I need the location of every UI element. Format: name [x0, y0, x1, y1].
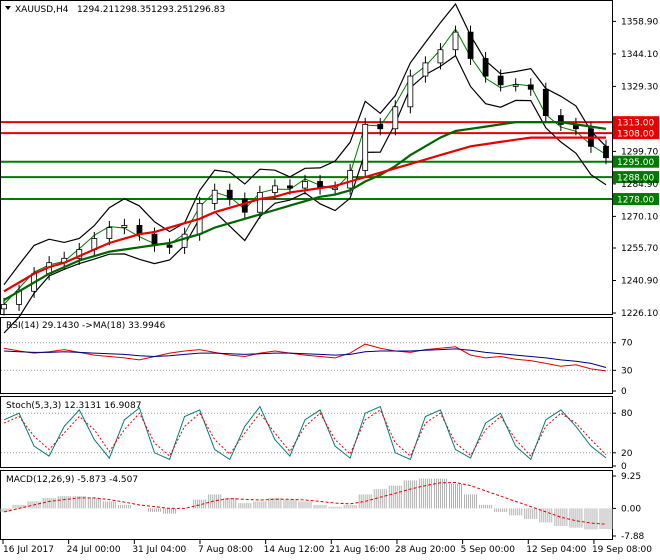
price-tick-label: 1255.70 [621, 244, 658, 254]
time-tick-label: 12 Sep 04:00 [526, 545, 586, 555]
stoch-main-line [3, 405, 607, 461]
level-tag-label: 1288.00 [617, 174, 654, 184]
macd-signal-line [3, 481, 607, 525]
candle-body [437, 49, 444, 64]
candle-body [467, 31, 474, 59]
ohlc-open: 1294.21 [77, 5, 114, 15]
rsi-line [3, 343, 607, 372]
candle-body [527, 84, 534, 90]
price-pane-frame [0, 0, 613, 315]
time-tick-label: 28 Aug 20:00 [395, 545, 456, 555]
time-axis: 16 Jul 2017 24 Jul 00:00 31 Jul 04:00 7 Aug… [2, 540, 652, 555]
red-ma-line [3, 136, 606, 293]
price-axis: 1358.90 1344.10 1329.30 1299.70 1284.90 1270.… [612, 17, 658, 319]
price-layer [1, 2, 609, 334]
price-tick-label: 1329.30 [621, 82, 658, 92]
candle-body [407, 75, 414, 108]
candle-body [256, 192, 263, 213]
candle-body [181, 233, 188, 248]
price-tick-label: 1358.90 [621, 17, 658, 27]
candle-body [332, 187, 339, 190]
level-tag-label: 1313.00 [617, 119, 654, 129]
time-tick-label: 24 Jul 00:00 [67, 545, 121, 555]
stoch-tick-label: 20 [621, 449, 633, 459]
candle-body [121, 224, 128, 228]
macd-tick-label: 9.25 [621, 472, 641, 482]
level-tag [613, 171, 659, 184]
price-tick-label: 1240.90 [621, 277, 658, 287]
candle-body [106, 227, 113, 239]
candle-body [226, 189, 233, 200]
level-tag [613, 127, 659, 140]
price-tick-label: 1226.10 [621, 309, 658, 319]
rsi-tick-label: 0 [621, 387, 627, 397]
time-tick-label: 31 Jul 04:00 [132, 545, 186, 555]
time-tick-label: 19 Sep 08:00 [592, 545, 652, 555]
candle-body [497, 75, 504, 86]
price-tick-label: 1270.10 [621, 212, 658, 222]
level-tag [613, 116, 659, 129]
level-tag [613, 193, 659, 206]
price-tick-label: 1299.70 [621, 147, 658, 157]
stoch-label: Stoch(5,3,3) 12.3131 16.9087 [6, 401, 141, 411]
candle-body [166, 244, 173, 248]
level-tag [613, 155, 659, 168]
candle-body [362, 123, 369, 171]
rsi-ma-line [3, 348, 607, 368]
rsi-label: RSI(14) 29.1430 ->MA(18) 33.9946 [6, 321, 166, 331]
candle-body [287, 185, 293, 189]
macd-pane-frame [0, 470, 613, 540]
macd-label: MACD(12,26,9) -5.873 -4.507 [6, 475, 138, 485]
macd-tick-label: -7.88 [621, 532, 645, 542]
ohlc-low: 1293.25 [151, 5, 188, 15]
candle-body [512, 84, 519, 87]
price-tick-label: 1344.10 [621, 50, 658, 60]
ohlc-close: 1296.83 [188, 5, 225, 15]
candle-body [452, 31, 459, 51]
upper-band-line [3, 2, 607, 286]
stoch-signal-line [3, 409, 607, 457]
rsi-tick-label: 30 [621, 366, 633, 376]
chart-title: XAUUSD,H4 [15, 5, 69, 15]
macd-layer: 9.25 0.00 -7.88 [0, 472, 645, 542]
candle-body [542, 88, 549, 116]
time-tick-label: 14 Aug 12:00 [264, 545, 325, 555]
stoch-layer: 80 20 0 [1, 405, 633, 472]
candle-body [422, 62, 429, 77]
candle-body [347, 170, 354, 189]
time-tick-label: 5 Sep 00:00 [461, 545, 516, 555]
time-tick-label: 7 Aug 08:00 [198, 545, 253, 555]
level-tag-label: 1308.00 [617, 130, 654, 140]
stoch-tick-label: 80 [621, 409, 633, 419]
middle-band-line [3, 28, 607, 305]
candle-body [557, 115, 564, 125]
stoch-tick-label: 0 [621, 462, 627, 472]
ohlc-high: 1298.35 [114, 5, 151, 15]
price-tick-label: 1284.90 [621, 180, 658, 190]
candle-body [1, 304, 7, 310]
candle-body [271, 185, 278, 193]
level-tag-label: 1278.00 [617, 196, 654, 206]
green-ma-line [3, 121, 607, 301]
candle-body [603, 145, 609, 159]
symbol-menu-icon[interactable] [5, 6, 11, 10]
macd-tick-label: 0.00 [621, 504, 641, 514]
candle-body [392, 106, 399, 130]
stoch-pane-frame [0, 396, 613, 468]
candle-body [377, 123, 384, 130]
rsi-tick-label: 70 [621, 339, 633, 349]
candle-body [302, 181, 308, 189]
rsi-pane-frame [0, 317, 613, 394]
candle-body [151, 233, 158, 246]
level-tag-label: 1295.00 [617, 158, 654, 168]
time-tick-label: 16 Jul 2017 [3, 545, 54, 555]
candle-body [482, 58, 489, 77]
candle-body [241, 198, 248, 213]
time-tick-label: 21 Aug 16:00 [329, 545, 390, 555]
candle-body [211, 189, 218, 204]
rsi-layer: 70 30 0 [1, 339, 633, 397]
